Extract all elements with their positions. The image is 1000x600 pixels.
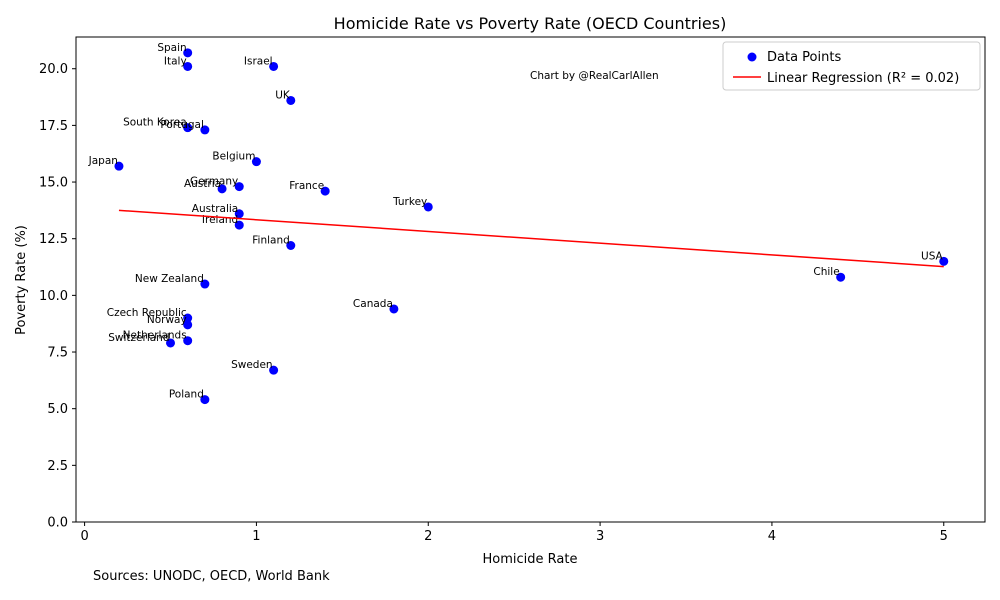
x-tick-label: 4 — [768, 529, 776, 544]
data-point-label: Switzerland — [108, 332, 169, 344]
x-tick-label: 0 — [80, 529, 88, 544]
data-point-label: Norway — [147, 314, 187, 326]
data-point — [183, 313, 193, 323]
data-point — [320, 186, 330, 196]
x-axis-label: Homicide Rate — [483, 552, 578, 567]
data-point-label: Italy — [164, 55, 187, 67]
data-point-label: Spain — [157, 42, 186, 54]
y-tick-label: 5.0 — [47, 402, 68, 417]
data-point — [183, 61, 193, 71]
y-axis-label: Poverty Rate (%) — [14, 225, 29, 335]
legend-label-data-points: Data Points — [767, 50, 841, 65]
data-point — [234, 209, 244, 219]
data-point — [183, 336, 193, 346]
data-point — [200, 395, 210, 405]
data-point — [166, 338, 176, 348]
data-point — [836, 272, 846, 282]
data-point-label: Australia — [192, 203, 238, 215]
data-point-label: New Zealand — [135, 273, 204, 285]
y-tick-label: 10.0 — [39, 289, 68, 304]
data-point-label: France — [289, 180, 324, 192]
data-point-label: Poland — [169, 389, 204, 401]
data-point — [217, 184, 227, 194]
data-point-label: Japan — [88, 155, 118, 167]
plot-frame — [75, 36, 986, 523]
x-tick-label: 5 — [940, 529, 948, 544]
data-point-label: Portugal — [160, 119, 204, 131]
y-tick-label: 15.0 — [39, 176, 68, 191]
data-point-label: UK — [275, 89, 291, 101]
data-point — [183, 123, 193, 133]
x-tick-label: 1 — [252, 529, 260, 544]
data-point — [183, 48, 193, 58]
y-tick-label: 0.0 — [47, 516, 68, 531]
x-tick-label: 2 — [424, 529, 432, 544]
data-point-label: Israel — [244, 55, 273, 67]
legend-box — [722, 41, 981, 91]
data-point — [269, 365, 279, 375]
chart-title: Homicide Rate vs Poverty Rate (OECD Coun… — [334, 14, 727, 33]
data-point-label: USA — [921, 250, 944, 262]
x-tick-label: 3 — [596, 529, 604, 544]
legend-marker-data-points — [747, 52, 757, 62]
data-point — [423, 202, 433, 212]
data-point-label: Sweden — [231, 359, 273, 371]
data-point-label: Belgium — [212, 151, 255, 163]
y-tick-label: 12.5 — [39, 232, 68, 247]
data-point — [200, 125, 210, 135]
data-point — [114, 161, 124, 171]
y-tick-label: 2.5 — [47, 459, 68, 474]
y-tick-label: 20.0 — [39, 62, 68, 77]
legend: Data Points Linear Regression (R² = 0.02… — [722, 41, 981, 91]
plot-area: 0 1 2 3 4 5 0.0 2.5 5.0 7.5 10.0 12.5 15.0 17.5 20.0 Sp… — [39, 36, 986, 544]
data-point-label: South Korea — [123, 117, 187, 129]
regression-line — [118, 209, 944, 268]
data-point — [269, 61, 279, 71]
data-point-label: Turkey — [392, 196, 427, 208]
chart-credit-annotation: Chart by @RealCarlAllen — [530, 70, 659, 82]
data-point — [251, 157, 261, 167]
data-point-label: Canada — [353, 298, 393, 310]
data-point — [389, 304, 399, 314]
data-point — [234, 220, 244, 230]
legend-label-regression: Linear Regression (R² = 0.02) — [767, 71, 959, 86]
y-tick-label: 17.5 — [39, 119, 68, 134]
data-point — [183, 320, 193, 330]
data-point-label: Austria — [184, 178, 221, 190]
data-point-label: Chile — [813, 266, 839, 278]
data-point — [286, 241, 296, 251]
data-point — [939, 256, 949, 266]
data-point-label: Czech Republic — [107, 307, 187, 319]
data-point — [286, 95, 296, 105]
data-point — [200, 279, 210, 289]
y-tick-label: 7.5 — [47, 346, 68, 361]
data-point-label: Germany — [190, 176, 238, 188]
data-point — [234, 182, 244, 192]
data-point-label: Finland — [252, 235, 290, 247]
source-note: Sources: UNODC, OECD, World Bank — [93, 569, 330, 584]
